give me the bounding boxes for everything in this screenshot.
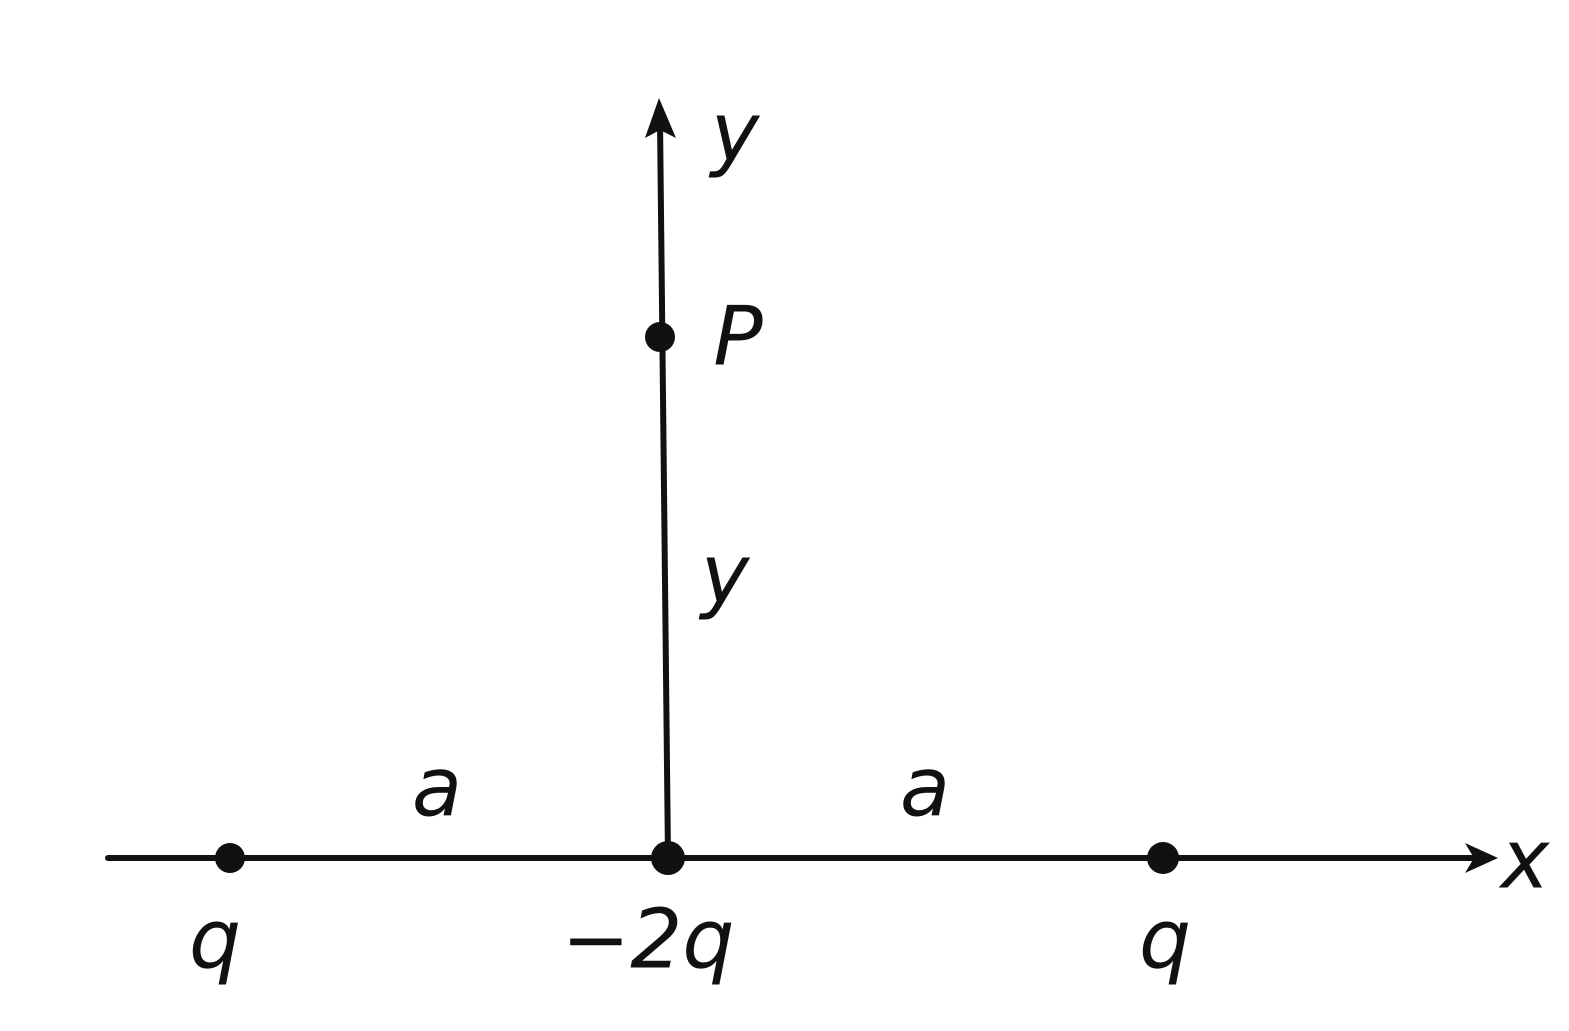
charge-label: q <box>1139 892 1191 987</box>
charge-dot <box>651 841 685 875</box>
charge-dot <box>1147 842 1179 874</box>
point-label: P <box>713 289 763 384</box>
distance-label: a <box>900 740 950 835</box>
charge-label: q <box>189 892 241 987</box>
distance-label: y <box>698 527 751 622</box>
distance-label: a <box>412 740 462 835</box>
y-axis <box>657 117 671 861</box>
x-arrow <box>1465 843 1498 873</box>
charge-label: −2q <box>562 892 735 987</box>
x-axis-label: x <box>1498 812 1551 907</box>
y-arrow <box>645 98 676 138</box>
charge-dot <box>215 843 245 873</box>
point-dot <box>645 322 675 352</box>
y-axis-label: y <box>708 85 761 180</box>
